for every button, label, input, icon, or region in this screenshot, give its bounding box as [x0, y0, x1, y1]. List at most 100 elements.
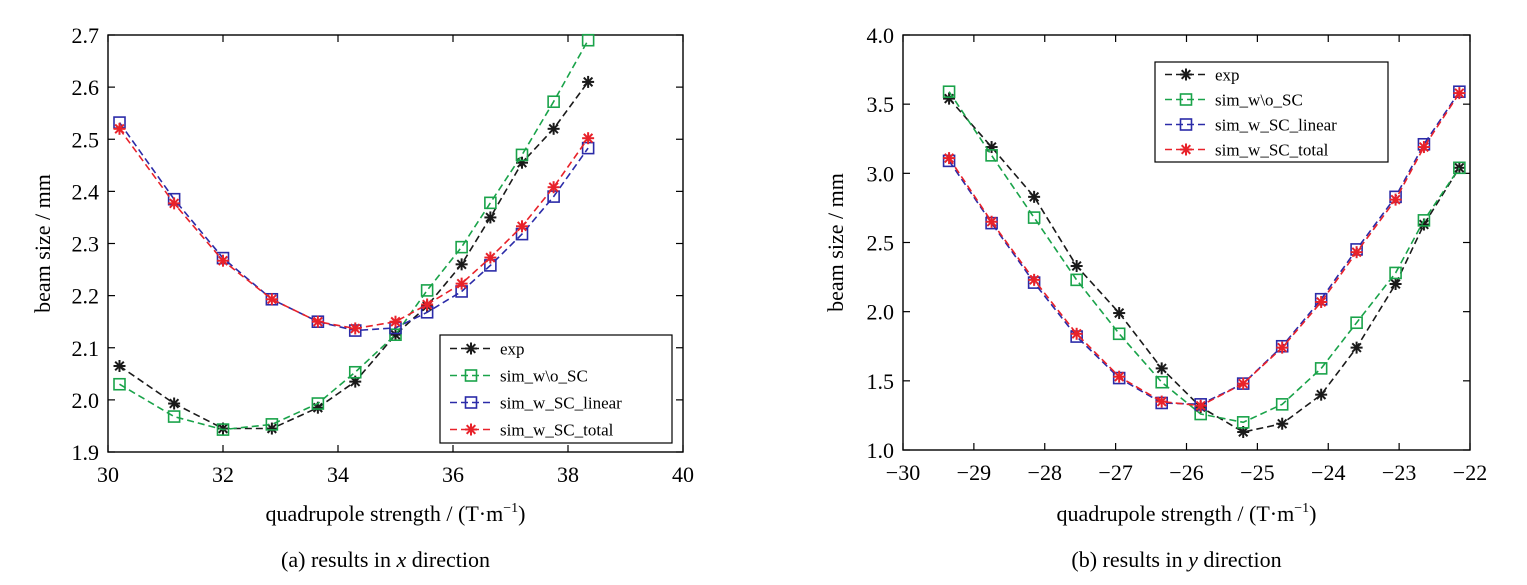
data-point [516, 220, 528, 233]
y-tick-label: 2.0 [867, 300, 895, 325]
x-tick-label: −25 [1240, 460, 1274, 485]
series-sim-w-SC-total [113, 122, 595, 335]
data-point [484, 251, 497, 264]
data-point [1194, 399, 1207, 412]
legend-label: sim_w\o_SC [500, 367, 588, 386]
x-tick-label: −29 [957, 460, 991, 485]
data-point [1275, 398, 1289, 411]
data-point [1350, 341, 1363, 354]
data-point [1315, 295, 1328, 308]
data-point [1113, 307, 1126, 320]
legend-label: sim_w_SC_total [1215, 141, 1329, 160]
data-point [942, 85, 956, 99]
data-point [516, 156, 528, 169]
data-point [1027, 211, 1041, 224]
y-tick-label: 1.0 [867, 438, 895, 463]
data-point [113, 122, 126, 135]
legend-label: sim_w_SC_total [500, 421, 614, 440]
x-axis-label: quadrupole strength / (T·m−1) [1057, 501, 1317, 526]
y-tick-label: 2.6 [72, 75, 100, 100]
legend-marker [1179, 118, 1193, 131]
data-point [1389, 266, 1402, 280]
series-sim-w-o-SC [113, 33, 595, 436]
legend: exp sim_w\o_SC sim_w_SC_linear sim_w_SC_tot… [439, 334, 673, 444]
data-point [547, 181, 560, 194]
data-point [985, 141, 998, 154]
data-point [1417, 214, 1431, 227]
data-point [455, 277, 468, 290]
data-point [1070, 327, 1083, 340]
data-point [515, 148, 529, 162]
legend-box [1154, 61, 1389, 163]
y-tick-label: 2.0 [72, 388, 100, 413]
x-tick-label: −28 [1028, 460, 1062, 485]
legend: exp sim_w\o_SC sim_w_SC_linear sim_w_SC_tot… [1154, 61, 1389, 163]
data-point [1350, 246, 1363, 259]
legend-marker [1180, 68, 1192, 81]
data-point [168, 397, 181, 410]
data-point [1314, 362, 1328, 375]
data-point [216, 423, 230, 436]
x-tick-label: −27 [1098, 460, 1132, 485]
series-line [119, 39, 589, 431]
data-point [581, 33, 595, 47]
data-point [1276, 341, 1289, 354]
data-point [547, 95, 560, 109]
data-point [1155, 375, 1168, 389]
data-point [1389, 193, 1402, 206]
data-point [348, 365, 362, 379]
x-tick-label: 32 [212, 462, 234, 487]
data-point [1028, 190, 1041, 203]
data-point [217, 254, 229, 267]
data-point [113, 359, 126, 372]
data-point [547, 122, 560, 135]
y-tick-label: 2.1 [72, 336, 100, 361]
y-tick-label: 3.5 [867, 92, 895, 117]
legend-box [439, 334, 673, 444]
data-point [484, 196, 497, 210]
data-point [1155, 362, 1168, 375]
data-point [1237, 377, 1250, 390]
data-point [349, 322, 362, 335]
data-point [167, 410, 181, 423]
data-point [420, 284, 434, 297]
data-point [113, 377, 126, 391]
legend-marker [465, 423, 477, 436]
data-point [265, 293, 278, 306]
data-point [1389, 278, 1402, 290]
data-point [1155, 395, 1168, 408]
y-axis-label: beam size / mm [30, 174, 55, 313]
data-point [1453, 161, 1466, 175]
data-point [1112, 327, 1126, 341]
x-tick-label: −23 [1382, 460, 1416, 485]
data-point [985, 149, 998, 162]
legend-marker [464, 369, 478, 382]
legend-marker [1180, 143, 1192, 156]
panel-a-x-direction: 30 32 34 36 38 40 1.9 2.0 2.1 2.2 2.3 2.4 2.5 2.6 2.7 b… [30, 23, 694, 572]
panel-b-y-direction: −30 −29 −28 −27 −26 −25 −24 −23 −22 1.0 1.5 2.0 2.5 3… [823, 23, 1487, 572]
y-tick-label: 2.5 [72, 127, 100, 152]
legend-label: sim_w_SC_linear [1215, 116, 1337, 135]
data-point [311, 315, 324, 328]
x-tick-label: −24 [1311, 460, 1345, 485]
data-point [265, 422, 278, 435]
y-tick-label: 4.0 [867, 23, 895, 48]
x-tick-label: 36 [442, 462, 464, 487]
y-tick-label: 2.2 [72, 284, 100, 309]
data-point [455, 258, 468, 271]
legend-label: sim_w_SC_linear [500, 394, 622, 413]
data-point [389, 315, 402, 328]
data-point [1028, 273, 1041, 286]
data-point [1350, 316, 1363, 330]
y-axis-label: beam size / mm [823, 173, 848, 312]
series-line [948, 91, 1461, 424]
data-point [311, 397, 325, 410]
data-point [1417, 141, 1430, 154]
legend-label: sim_w\o_SC [1215, 91, 1303, 110]
data-point [943, 152, 956, 165]
data-point [943, 92, 956, 105]
data-point [1453, 87, 1466, 100]
data-point [455, 240, 468, 254]
data-point [265, 418, 279, 431]
